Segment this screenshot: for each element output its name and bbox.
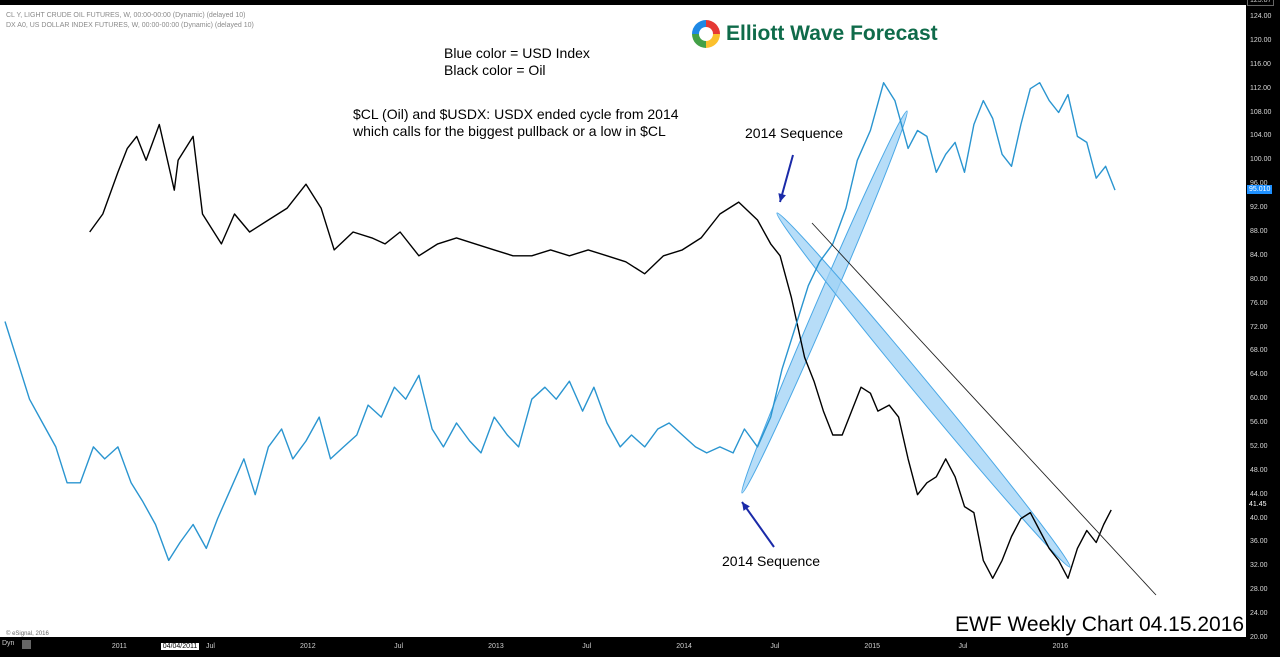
x-tick-label: 04/04/2011 xyxy=(160,643,200,650)
y-tick-label: 48.00 xyxy=(1250,466,1268,474)
x-tick-label: Jul xyxy=(394,643,404,650)
comment-line-1: $CL (Oil) and $USDX: USDX ended cycle fr… xyxy=(353,106,679,122)
sequence-label-bottom: 2014 Sequence xyxy=(722,553,821,569)
logo-text: Elliott Wave Forecast xyxy=(726,22,938,45)
y-tick-label: 100.00 xyxy=(1250,156,1272,164)
time-axis[interactable]: Dyn 2011 04/04/2011 Jul 2012 Jul 2013 Jul 2014 J… xyxy=(0,637,1246,657)
y-tick-label: 84.00 xyxy=(1250,251,1268,259)
y-tick-label: 120.00 xyxy=(1250,36,1272,44)
y-tick-label: 124.00 xyxy=(1250,13,1272,20)
y-tick-label: 60.00 xyxy=(1250,395,1268,403)
y-tick-label: 68.00 xyxy=(1250,347,1268,355)
x-tick-label: 2013 xyxy=(488,643,504,650)
x-tick-label: Jul xyxy=(582,643,592,650)
y-tick-label: 64.00 xyxy=(1250,371,1268,379)
comment-line-2: which calls for the biggest pullback or … xyxy=(353,123,666,139)
y-tick-label: 20.00 xyxy=(1250,634,1268,641)
usd-index-line xyxy=(4,81,1116,562)
plot-area: CL Y, LIGHT CRUDE OIL FUTURES, W, 00:00-… xyxy=(0,5,1246,637)
x-tick-label: Jul xyxy=(205,643,215,650)
dynamic-label: Dyn xyxy=(2,640,15,647)
sequence-arrow-bottom xyxy=(741,501,775,548)
y-tick-label: 56.00 xyxy=(1250,419,1268,427)
sequence-arrow-top xyxy=(779,154,794,203)
logo-icon xyxy=(692,20,720,48)
copyright: © eSignal, 2016 xyxy=(6,631,49,637)
y-tick-label: 40.00 xyxy=(1250,514,1268,522)
sequence-label-top: 2014 Sequence xyxy=(745,125,844,141)
chart-canvas xyxy=(4,81,1157,596)
chart-footer-title: EWF Weekly Chart 04.15.2016 xyxy=(955,613,1245,636)
y-tick-label: 24.00 xyxy=(1250,610,1268,618)
y-tick-label: 28.00 xyxy=(1250,586,1268,594)
x-tick-label: Jul xyxy=(770,643,780,650)
logo: Elliott Wave Forecast xyxy=(692,19,938,49)
y-tick-label: 52.00 xyxy=(1250,442,1268,450)
oil-sequence-channel xyxy=(776,212,1071,568)
y-tick-label: 88.00 xyxy=(1250,227,1268,235)
y-tick-label: 104.00 xyxy=(1250,132,1272,140)
usd-sequence-channel xyxy=(741,110,908,494)
x-tick-label: Jul xyxy=(958,643,968,650)
usd-last-value: 95.010 xyxy=(1247,185,1273,195)
sequence-arrow-bottom-head xyxy=(742,502,750,511)
y-tick-label: 44.00 xyxy=(1250,490,1268,498)
dynamic-toggle[interactable] xyxy=(22,640,31,649)
oil-last-value: 41.45 xyxy=(1247,499,1269,509)
oil-series-header: CL Y, LIGHT CRUDE OIL FUTURES, W, 00:00-… xyxy=(6,12,246,19)
y-tick-label: 116.00 xyxy=(1250,60,1271,68)
y-tick-label: 108.00 xyxy=(1250,108,1272,116)
x-tick-label: 2011 xyxy=(111,643,127,650)
legend-usd: Blue color = USD Index xyxy=(444,45,590,61)
oil-trendline xyxy=(811,222,1157,596)
y-tick-label: 80.00 xyxy=(1250,275,1268,283)
y-tick-label: 32.00 xyxy=(1250,562,1268,570)
oil-price-line xyxy=(89,123,1112,579)
x-tick-label: 2014 xyxy=(676,643,692,650)
legend-oil: Black color = Oil xyxy=(444,62,546,78)
price-axis[interactable]: 124.00 120.00 116.00 112.00 108.00 104.00 100.… xyxy=(1246,0,1280,657)
y-tick-label: 92.00 xyxy=(1250,204,1268,212)
y-tick-label: 112.00 xyxy=(1250,84,1271,92)
y-tick-label: 72.00 xyxy=(1250,323,1268,331)
x-tick-label: 2015 xyxy=(864,643,880,650)
y-tick-label: 96.00 xyxy=(1250,180,1268,188)
y-tick-label: 76.00 xyxy=(1250,299,1268,307)
y-top-value: 125.87 xyxy=(1247,0,1275,6)
y-tick-label: 36.00 xyxy=(1250,538,1268,546)
sequence-arrow-top-head xyxy=(778,193,786,202)
usd-series-header: DX A0, US DOLLAR INDEX FUTURES, W, 00:00… xyxy=(6,22,254,29)
x-tick-label: 2016 xyxy=(1052,643,1069,650)
x-tick-label: 2012 xyxy=(300,643,316,650)
